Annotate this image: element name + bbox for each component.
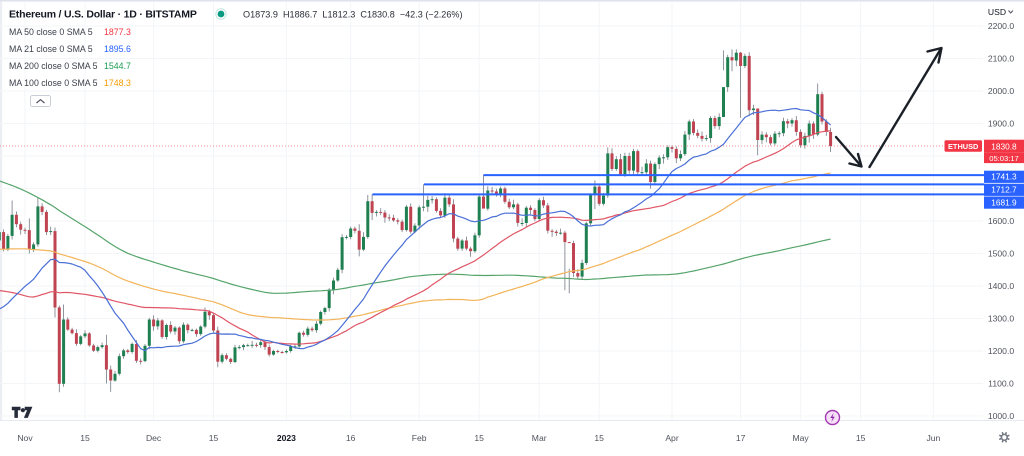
svg-text:2000.0: 2000.0 [988,86,1015,96]
svg-text:1741.3: 1741.3 [991,172,1017,182]
svg-text:15: 15 [80,433,90,443]
svg-text:17: 17 [736,433,746,443]
svg-text:1200.0: 1200.0 [988,346,1015,356]
svg-text:MA 50 close 0 SMA 5: MA 50 close 0 SMA 5 [9,27,93,37]
svg-text:1895.6: 1895.6 [104,44,131,54]
svg-text:Mar: Mar [532,433,547,443]
svg-text:2200.0: 2200.0 [988,21,1015,31]
svg-text:Jun: Jun [926,433,940,443]
svg-text:1100.0: 1100.0 [988,378,1014,388]
svg-text:May: May [792,433,809,443]
svg-text:2100.0: 2100.0 [988,53,1015,63]
svg-text:1500.0: 1500.0 [988,248,1015,258]
svg-text:1300.0: 1300.0 [988,313,1015,323]
svg-text:1712.7: 1712.7 [991,185,1017,195]
svg-text:1748.3: 1748.3 [104,78,131,88]
svg-text:Apr: Apr [665,433,679,443]
svg-text:15: 15 [594,433,604,443]
svg-text:1400.0: 1400.0 [988,281,1015,291]
svg-text:USD: USD [988,7,1006,17]
svg-text:15: 15 [209,433,219,443]
svg-text:16: 16 [346,433,356,443]
svg-text:ETHUSD: ETHUSD [948,142,979,151]
svg-text:O1873.9 H1886.7 L1812.3 C18: O1873.9 H1886.7 L1812.3 C1830.8 −42.3 (−… [243,9,463,19]
svg-text:2023: 2023 [277,433,296,443]
svg-text:15: 15 [856,433,866,443]
svg-text:05:03:17: 05:03:17 [989,154,1019,163]
svg-text:1681.9: 1681.9 [991,198,1017,208]
svg-text:1544.7: 1544.7 [104,61,131,71]
svg-text:MA 100 close 0 SMA 5: MA 100 close 0 SMA 5 [9,78,98,88]
svg-text:1830.8: 1830.8 [991,141,1017,151]
svg-text:Nov: Nov [17,433,33,443]
svg-text:MA 200 close 0 SMA 5: MA 200 close 0 SMA 5 [9,61,98,71]
svg-text:1900.0: 1900.0 [988,118,1015,128]
svg-text:MA 21 close 0 SMA 5: MA 21 close 0 SMA 5 [9,44,93,54]
svg-text:Dec: Dec [146,433,162,443]
svg-text:1877.3: 1877.3 [104,27,131,37]
svg-text:1000.0: 1000.0 [988,411,1015,421]
svg-text:15: 15 [474,433,484,443]
svg-text:Ethereum / U.S. Dollar · 1D ·: Ethereum / U.S. Dollar · 1D · BITSTAMP [9,9,197,21]
svg-text:1600.0: 1600.0 [988,216,1015,226]
svg-text:Feb: Feb [412,433,427,443]
